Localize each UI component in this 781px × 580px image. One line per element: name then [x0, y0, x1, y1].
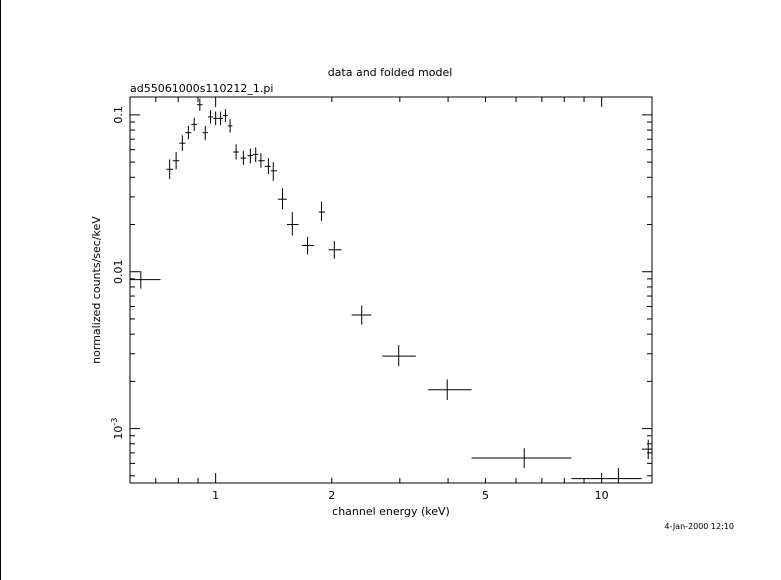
data-point [213, 111, 219, 126]
window-left-border [0, 0, 1, 580]
data-point [301, 236, 315, 255]
tick-labels: 1 2 5 10 0.1 0.01 10-3 [110, 106, 609, 502]
data-point [286, 212, 299, 236]
data-point [258, 153, 265, 168]
y-tick-label: 0.01 [112, 259, 125, 284]
data-point [382, 345, 416, 367]
data-point [223, 109, 228, 123]
data-point [318, 201, 326, 222]
data-point [179, 135, 186, 151]
x-tick-label: 1 [212, 489, 219, 502]
plot-frame [129, 96, 653, 484]
data-point [253, 147, 259, 163]
data-point [166, 159, 173, 180]
x-tick-label: 10 [595, 489, 609, 502]
data-point [218, 111, 224, 126]
data-point [172, 151, 180, 170]
data-point [351, 305, 372, 325]
data-point [185, 125, 192, 140]
data-point [264, 158, 271, 174]
y-tick-label: 10-3 [110, 418, 125, 440]
y-tick-label: 0.1 [112, 106, 125, 124]
data-point [428, 379, 472, 401]
x-axis-label: channel energy (keV) [332, 505, 450, 518]
data-point [277, 188, 287, 210]
data-point [191, 117, 198, 131]
data-point [471, 448, 572, 469]
x-tick-label: 5 [482, 489, 489, 502]
data-point [207, 110, 214, 124]
y-axis-label: normalized counts/sec/keV [90, 216, 103, 364]
data-point [270, 162, 277, 181]
data-point [240, 150, 247, 165]
data-point [641, 439, 652, 460]
data-point [571, 468, 642, 483]
data-point [202, 125, 208, 141]
chart-subtitle: ad55061000s110212_1.pi [130, 82, 273, 95]
data-point [247, 148, 254, 164]
data-point [197, 98, 203, 111]
x-tick-label: 2 [328, 489, 335, 502]
data-point [130, 271, 161, 289]
data-point [233, 144, 240, 160]
data-point [227, 119, 233, 133]
data-point [328, 241, 342, 259]
timestamp: 4-Jan-2000 12:10 [664, 522, 734, 531]
axis-ticks [129, 97, 652, 483]
data-points [130, 98, 652, 483]
chart-title: data and folded model [328, 66, 453, 79]
